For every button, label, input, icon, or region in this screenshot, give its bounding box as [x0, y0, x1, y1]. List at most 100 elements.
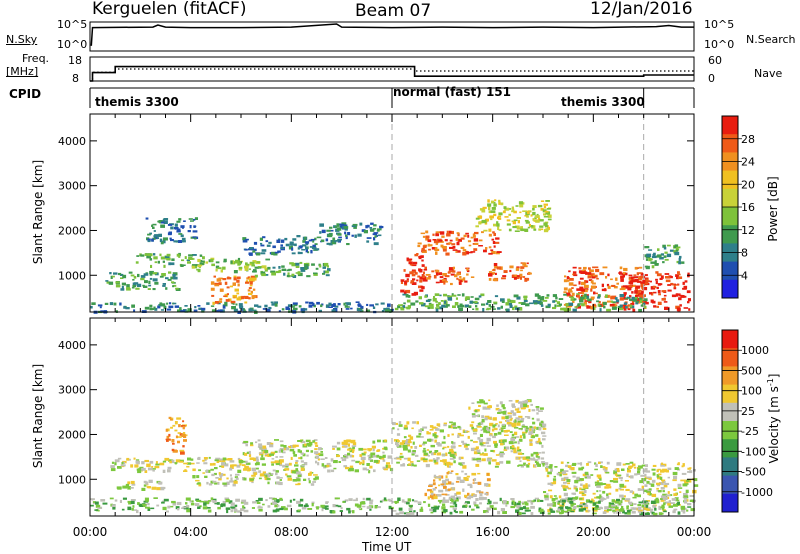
data-cell: [594, 266, 599, 269]
data-cell: [252, 277, 257, 281]
data-cell: [451, 499, 454, 503]
colorbar-segment: [722, 384, 738, 404]
data-cell: [449, 472, 453, 474]
data-cell: [314, 237, 317, 241]
data-cell: [513, 294, 519, 298]
data-cell: [660, 500, 665, 502]
data-cell: [626, 296, 631, 299]
data-cell: [166, 302, 169, 305]
data-cell: [479, 453, 484, 456]
data-cell: [396, 461, 400, 464]
data-cell: [433, 296, 436, 300]
data-cell: [201, 307, 206, 311]
data-cell: [494, 423, 497, 427]
colorbar-segment: [722, 493, 738, 513]
data-cell: [169, 460, 172, 464]
data-cell: [234, 504, 238, 507]
data-cell: [262, 445, 267, 449]
data-cell: [341, 441, 346, 445]
data-cell: [344, 226, 349, 229]
data-cell: [684, 507, 687, 510]
data-cell: [640, 474, 646, 477]
data-cell: [432, 508, 437, 513]
data-cell: [599, 272, 605, 276]
data-cell: [287, 304, 293, 308]
data-cell: [530, 505, 535, 509]
data-cell: [573, 485, 576, 488]
data-cell: [405, 289, 411, 294]
data-cell: [432, 488, 436, 491]
data-cell: [424, 295, 428, 298]
data-cell: [524, 501, 528, 504]
data-cell: [248, 454, 252, 457]
data-cell: [643, 287, 648, 291]
data-cell: [502, 410, 507, 415]
data-cell: [447, 445, 450, 448]
data-cell: [168, 505, 174, 508]
data-cell: [254, 266, 259, 269]
data-cell: [149, 304, 153, 308]
data-cell: [584, 504, 589, 507]
data-cell: [292, 307, 298, 311]
data-cell: [272, 509, 278, 513]
data-cell: [291, 262, 297, 267]
data-cell: [439, 294, 442, 297]
data-cell: [557, 502, 560, 505]
data-cell: [171, 448, 175, 452]
data-cell: [230, 509, 234, 513]
data-cell: [149, 277, 153, 280]
data-cell: [490, 249, 494, 252]
data-cell: [104, 302, 109, 305]
data-cell: [230, 506, 235, 509]
colorbar-segment: [722, 279, 738, 299]
data-cell: [456, 241, 460, 246]
data-cell: [501, 404, 505, 408]
data-cell: [245, 281, 250, 284]
data-cell: [628, 281, 634, 285]
data-cell: [277, 250, 281, 253]
data-cell: [331, 309, 336, 312]
data-cell: [523, 299, 528, 303]
data-cell: [439, 306, 444, 310]
data-cell: [159, 275, 164, 278]
data-cell: [625, 306, 628, 309]
data-cell: [443, 485, 447, 489]
data-cell: [535, 434, 539, 437]
data-cell: [361, 229, 366, 232]
data-cell: [654, 260, 657, 264]
data-cell: [576, 293, 580, 295]
data-cell: [262, 447, 267, 451]
data-cell: [225, 498, 230, 503]
data-cell: [319, 223, 324, 227]
data-cell: [336, 223, 340, 226]
data-cell: [199, 260, 205, 263]
data-cell: [327, 469, 331, 473]
data-cell: [560, 461, 564, 464]
data-cell: [354, 469, 359, 473]
data-cell: [217, 302, 221, 305]
data-cell: [180, 451, 185, 455]
data-cell: [671, 294, 677, 298]
x-tick-label: 12:00: [375, 525, 410, 539]
data-cell: [623, 296, 626, 300]
data-cell: [463, 234, 467, 238]
data-cell: [147, 240, 151, 243]
data-cell: [319, 264, 322, 268]
data-cell: [445, 489, 450, 492]
data-cell: [520, 266, 525, 269]
data-cell: [580, 506, 584, 509]
data-cell: [526, 215, 529, 218]
data-cell: [94, 509, 98, 511]
data-cell: [648, 249, 653, 251]
data-cell: [224, 281, 228, 285]
data-cell: [438, 484, 441, 487]
data-cell: [535, 406, 540, 408]
data-cell: [469, 300, 474, 304]
data-cell: [178, 240, 182, 243]
data-cell: [142, 504, 146, 507]
data-cell: [95, 504, 101, 508]
data-cell: [427, 307, 430, 310]
data-cell: [274, 450, 278, 453]
data-cell: [479, 491, 484, 494]
data-cell: [468, 244, 472, 247]
